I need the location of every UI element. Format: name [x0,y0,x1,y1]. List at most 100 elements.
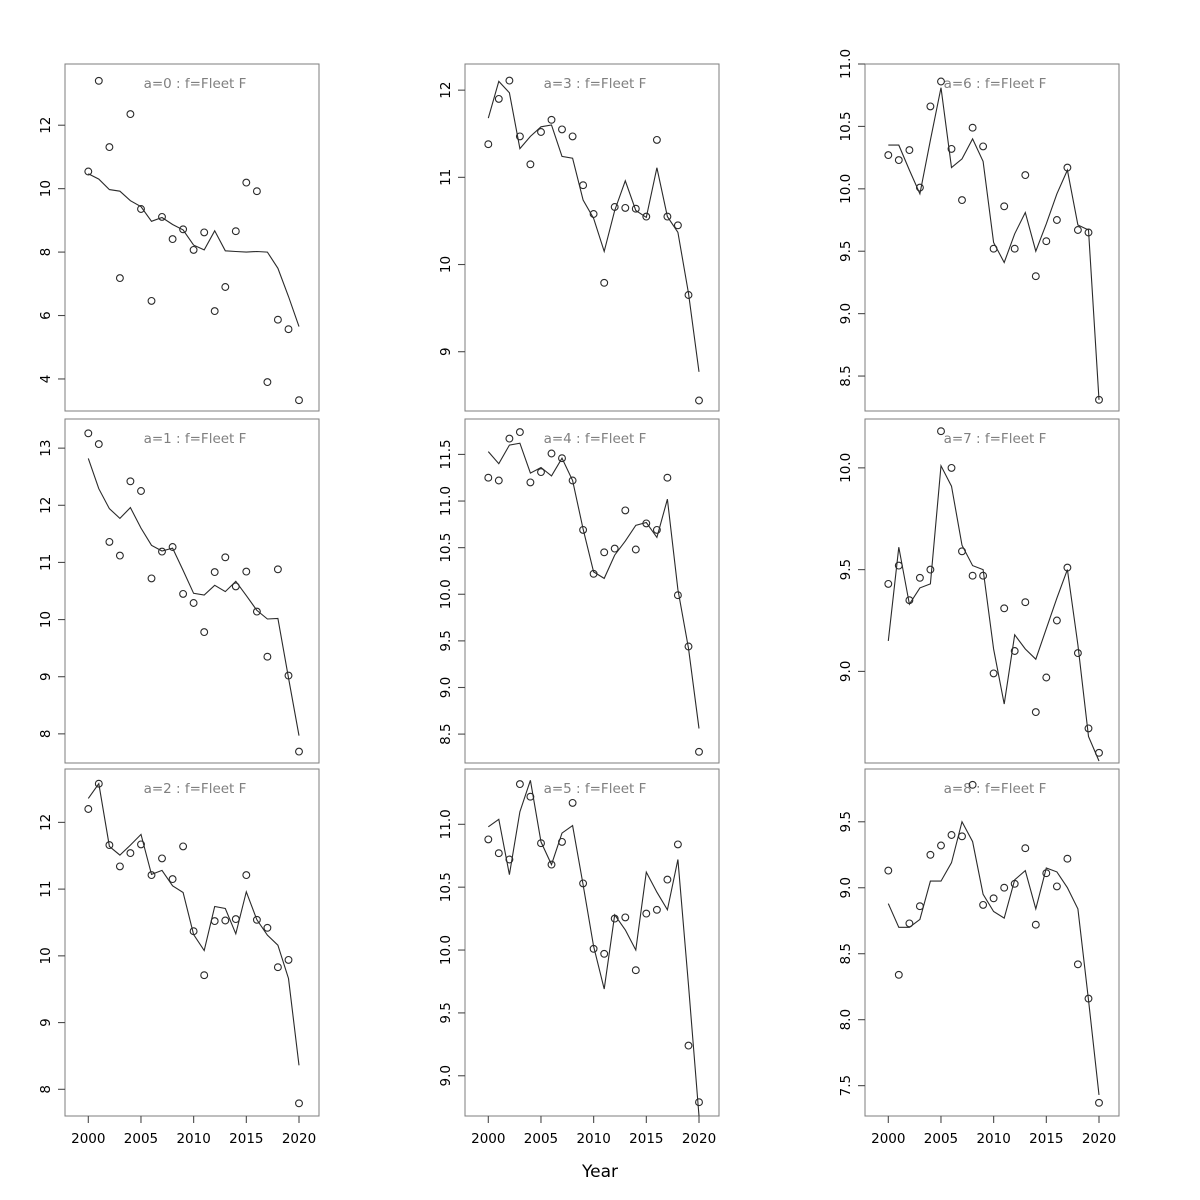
y-tick-label: 8.5 [838,365,854,386]
data-point [273,963,282,972]
data-point [631,545,640,554]
y-tick-label: 10.5 [438,872,454,902]
panel-a7: a=7 : f=Fleet F 9.0 9.5 10.0 [838,418,1120,764]
panel-a8: a=8 : f=Fleet F 7.5 8.0 8.5 9.0 9.5 2000 2005 20… [838,768,1120,1147]
data-point [221,283,230,291]
panel-title: a=2 : f=Fleet F [144,781,247,797]
data-point [1031,708,1040,717]
x-tick-label: 2010 [576,1131,610,1147]
fitted-line [888,87,1100,400]
panel-a2: a=2 : f=Fleet F 8 9 10 11 12 2000 2005 2010 2015 2… [38,768,320,1147]
data-point [894,561,903,570]
data-point [1052,216,1061,224]
x-tick-label: 2000 [71,1131,105,1147]
data-point [84,429,93,438]
y-tick-label: 9.0 [438,677,454,698]
data-point [94,440,103,449]
data-point [621,913,630,922]
data-point [958,832,966,841]
data-point [231,227,240,236]
data-point [673,221,682,230]
data-point [94,779,103,788]
y-tick-label: 8.5 [438,723,454,744]
data-point [242,178,251,187]
data-point [168,543,177,551]
data-point [610,203,619,211]
data-point [94,76,103,85]
data-point [558,125,566,134]
data-point [263,378,272,387]
data-point [1084,724,1093,733]
data-point [526,478,535,487]
y-tick-label: 9.0 [838,661,854,682]
data-point [589,210,598,218]
data-point [158,854,166,863]
data-point [1021,844,1030,853]
x-tick-label: 2005 [524,1131,558,1147]
x-tick-label: 2020 [682,1131,716,1147]
data-point [947,831,956,839]
data-point [537,468,545,477]
data-point [105,537,114,546]
data-point [621,506,630,515]
data-point [621,203,630,212]
data-point [673,591,682,600]
data-point [1052,616,1061,625]
y-tick-label: 12 [438,82,454,99]
data-point [484,140,493,149]
panel-a4: a=4 : f=Fleet F 8.5 9.0 9.5 10.0 10.5 11.0 11.5 [438,418,720,764]
fitted-line [487,780,700,1117]
data-point [1021,171,1030,180]
panel-a0: a=0 : f=Fleet F 4 6 8 10 12 [38,63,320,412]
data-point [537,839,545,848]
data-point [126,110,135,119]
y-tick-label: 4 [38,375,54,384]
data-point [1021,598,1030,607]
data-point [484,473,493,482]
data-point [263,923,272,932]
data-point [1073,649,1082,658]
data-point [295,1099,303,1108]
y-tick-label: 10 [38,180,54,197]
data-point [884,151,893,160]
data-point [905,146,914,155]
panel-box [864,418,1120,764]
data-point [1042,237,1051,246]
fitted-line [88,173,300,327]
data-point [937,77,945,86]
data-point [915,573,924,582]
panel-a5: a=5 : f=Fleet F 9.0 9.5 10.0 10.5 11.0 2000 200… [438,768,720,1147]
data-point [1063,563,1072,572]
data-point [526,792,535,801]
data-point [979,900,988,909]
data-point [1010,647,1019,655]
y-tick-label: 11.5 [438,439,454,469]
data-point [884,579,893,588]
data-point [1063,163,1072,172]
data-point [179,842,188,851]
data-point [610,544,619,553]
data-point [695,747,703,756]
data-point [684,1041,693,1050]
data-point [505,434,514,443]
data-point [558,837,566,846]
data-point [663,875,672,884]
data-point [210,568,219,577]
data-point [1042,673,1051,682]
y-tick-label: 10 [438,256,454,273]
y-tick-label: 8.0 [838,1009,854,1030]
fitted-line [487,80,700,372]
data-point [926,850,935,859]
data-point [979,571,988,580]
y-tick-label: 10 [38,611,54,628]
data-point [1095,1098,1103,1107]
data-point [642,519,651,528]
data-point [1031,920,1040,929]
data-point [968,780,977,789]
data-point [1000,202,1009,211]
panel-title: a=3 : f=Fleet F [544,76,647,92]
y-tick-label: 12 [38,497,54,514]
fitted-line [87,458,300,736]
data-point [84,167,93,176]
